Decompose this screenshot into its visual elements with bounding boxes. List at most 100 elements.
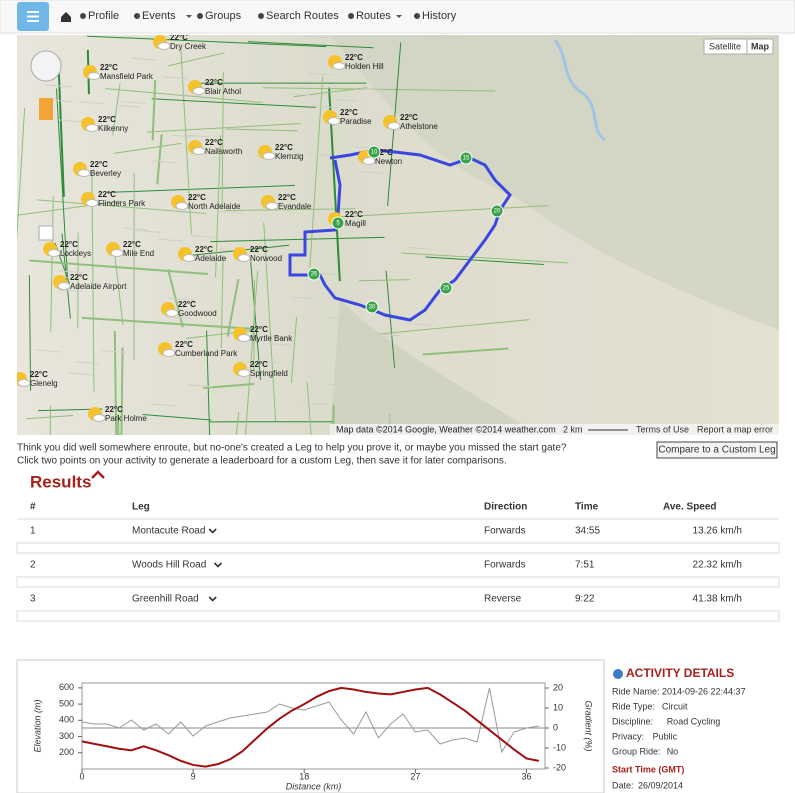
street [190, 235, 216, 239]
road [328, 205, 549, 218]
road [142, 414, 212, 421]
caret [186, 15, 192, 18]
road [17, 200, 122, 216]
cell[interactable]: Greenhill Road [132, 594, 199, 605]
street [267, 342, 293, 346]
road [422, 347, 509, 356]
home-icon[interactable] [61, 12, 71, 22]
nav-icon [258, 13, 264, 19]
street [183, 134, 209, 138]
cloud [175, 202, 189, 210]
cloud [262, 152, 276, 160]
road [306, 381, 312, 435]
leg-caret [208, 596, 217, 602]
cloud [265, 202, 279, 210]
cell: 34:55 [575, 526, 600, 537]
road [36, 199, 207, 215]
nav-link[interactable]: Routes [356, 10, 391, 22]
temperature: 22°C [30, 370, 48, 379]
column-header: Direction [484, 502, 527, 513]
road [114, 253, 124, 325]
km-label: 15 [463, 156, 470, 162]
map-button[interactable] [746, 38, 774, 55]
street [406, 322, 432, 326]
road [107, 184, 295, 193]
road [226, 278, 240, 337]
nav-icon [414, 13, 420, 19]
km-marker [490, 204, 504, 218]
cell[interactable]: Woods Hill Road [132, 560, 206, 571]
temperature: 22°C [175, 340, 193, 349]
cell: 22.32 km/h [693, 560, 742, 571]
street [378, 416, 404, 420]
temperature: 22°C [345, 210, 363, 219]
details-title: ACTIVITY DETAILS [626, 666, 734, 680]
street [264, 335, 290, 339]
road [57, 70, 65, 197]
road [210, 236, 385, 243]
nav-link[interactable]: Events [142, 10, 176, 22]
nav-link[interactable]: History [422, 10, 457, 22]
km-marker [439, 281, 453, 295]
zoom-out[interactable] [38, 225, 54, 241]
nav-icon [80, 13, 86, 19]
street [257, 360, 283, 364]
street [304, 35, 330, 39]
report-link[interactable]: Report a map error [697, 424, 773, 434]
nav-icon [134, 13, 140, 19]
street [100, 349, 126, 353]
temperature: 22°C [340, 108, 358, 117]
road [120, 347, 124, 435]
place-name: North Adelaide [188, 202, 241, 211]
terms-link[interactable]: Terms of Use [636, 424, 689, 434]
temperature: 22°C [400, 113, 418, 122]
compare-button[interactable] [656, 441, 778, 459]
nav-link[interactable]: Search Routes [266, 10, 339, 22]
y-tick-label: 500 [59, 698, 74, 708]
road [247, 41, 374, 49]
temperature: 22°C [60, 240, 78, 249]
km-label: 25 [443, 286, 450, 292]
road [112, 83, 121, 136]
street [80, 101, 106, 105]
cloud [17, 379, 31, 387]
road [309, 76, 324, 268]
temperature: 22°C [123, 240, 141, 249]
nav-link[interactable]: Profile [88, 10, 119, 22]
info-icon [613, 669, 623, 679]
road [28, 275, 32, 391]
x-tick-label: 9 [191, 771, 196, 781]
road [87, 35, 327, 48]
street [165, 315, 191, 319]
field-value: 2014-09-26 22:44:37 [662, 686, 746, 696]
pegman[interactable] [39, 98, 53, 120]
temperature: 22°C [278, 193, 296, 202]
place-name: Blair Athol [205, 87, 241, 96]
y2-tick-label: 20 [553, 682, 563, 692]
column-header: Time [575, 502, 599, 513]
place-name: Nailsworth [205, 147, 242, 156]
street [343, 118, 369, 122]
place-name: Myrtle Bank [250, 334, 293, 343]
street [68, 372, 94, 376]
road [235, 412, 240, 435]
cloud [110, 249, 124, 257]
place-name: Newton [375, 157, 402, 166]
street [312, 105, 338, 109]
street [121, 101, 147, 105]
road [29, 259, 209, 275]
cell: 1 [30, 526, 36, 537]
road [49, 405, 51, 435]
cell[interactable]: Montacute Road [132, 526, 205, 537]
y-tick-label: 200 [59, 747, 74, 757]
nav-link[interactable]: Groups [205, 10, 242, 22]
street [359, 170, 385, 174]
field-value: Road Cycling [667, 716, 721, 726]
date-label: Date: [612, 780, 634, 790]
temperature: 22°C [90, 160, 108, 169]
street [130, 57, 156, 61]
road [206, 330, 211, 435]
collapse-icon[interactable] [91, 470, 105, 479]
pan-control[interactable] [30, 50, 62, 82]
